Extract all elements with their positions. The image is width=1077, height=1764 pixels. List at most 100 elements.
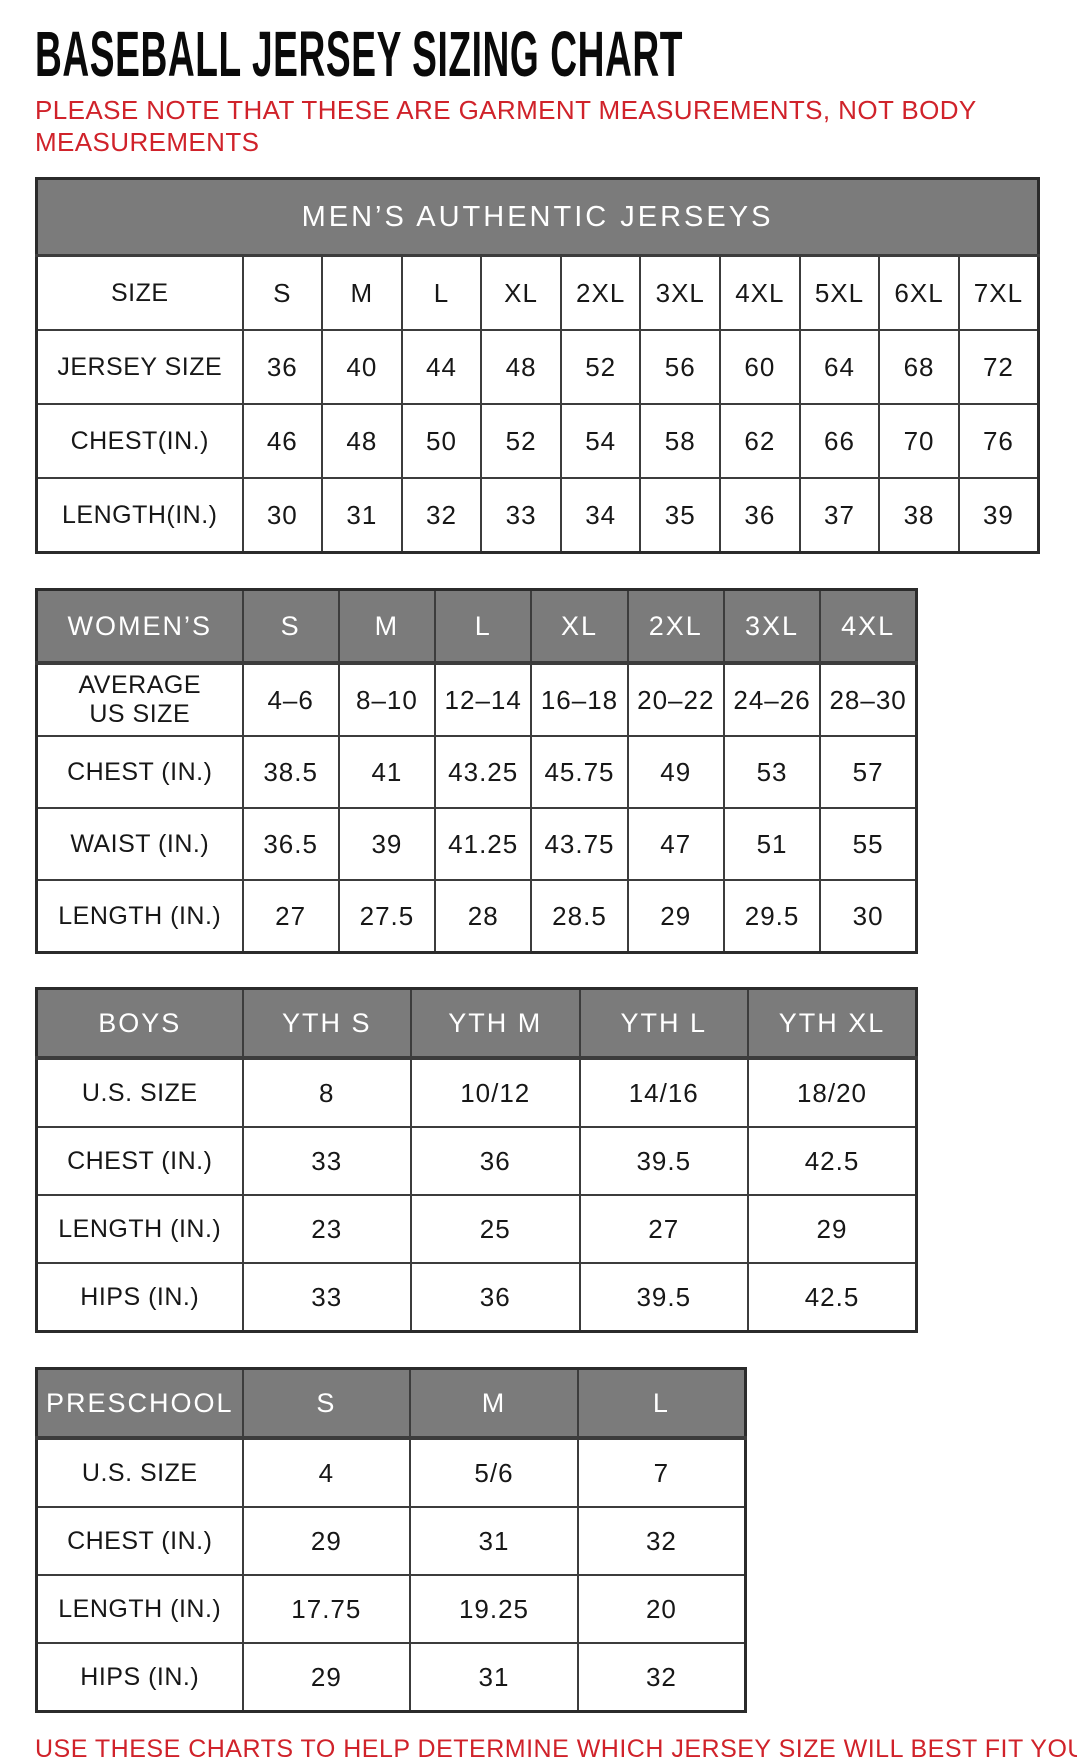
size-cell: 36 (410, 1262, 581, 1333)
size-cell: 4–6 (241, 662, 340, 738)
size-cell: 14/16 (578, 1057, 749, 1129)
size-cell: 51 (722, 807, 822, 882)
size-cell: 4 (241, 1437, 412, 1509)
size-cell: 66 (798, 403, 881, 480)
size-cell: 33 (480, 477, 562, 554)
size-cell: 20–22 (626, 662, 725, 738)
size-cell: 55 (819, 807, 918, 882)
size-cell: 8 (241, 1057, 412, 1129)
size-cell: 35 (639, 477, 722, 554)
boys-data-row: LENGTH (IN.) 23 25 27 29 (35, 1194, 918, 1265)
mens-data-row: SIZE S M L XL 2XL 3XL 4XL 5XL 6XL 7XL (35, 254, 1040, 332)
size-cell: 36 (241, 329, 324, 406)
size-cell: 30 (819, 879, 918, 954)
size-cell: 7XL (957, 254, 1040, 332)
size-cell: 39.5 (578, 1126, 749, 1197)
preschool-data-row: U.S. SIZE 4 5/6 7 (35, 1437, 747, 1509)
row-label: HIPS (IN.) (35, 1262, 244, 1333)
column-header: M (337, 588, 437, 666)
size-cell: 46 (241, 403, 324, 480)
size-cell: 38 (878, 477, 960, 554)
womens-sizing-table: WOMEN’S S M L XL 2XL 3XL 4XL AVERAGE US SIZE 4–6 8… (35, 588, 918, 955)
womens-header-label: WOMEN’S (35, 588, 244, 666)
preschool-data-row: CHEST (IN.) 29 31 32 (35, 1506, 747, 1577)
size-cell: L (400, 254, 483, 332)
size-cell: 5/6 (409, 1437, 579, 1509)
womens-data-row: CHEST (IN.) 38.5 41 43.25 45.75 49 53 57 (35, 735, 918, 810)
size-cell: 27 (578, 1194, 749, 1265)
size-cell: 30 (241, 477, 324, 554)
column-header: YTH M (410, 987, 581, 1061)
size-cell: 39 (957, 477, 1040, 554)
size-cell: 32 (576, 1506, 747, 1577)
size-cell: 4XL (719, 254, 801, 332)
size-cell: 44 (400, 329, 483, 406)
size-cell: 7 (576, 1437, 747, 1509)
size-cell: 20 (576, 1574, 747, 1645)
size-cell: 27.5 (337, 879, 437, 954)
row-label: LENGTH (IN.) (35, 1574, 244, 1645)
size-cell: 36 (410, 1126, 581, 1197)
size-cell: 29 (626, 879, 725, 954)
size-cell: S (241, 254, 324, 332)
size-cell: 17.75 (241, 1574, 412, 1645)
size-cell: 2XL (559, 254, 642, 332)
size-cell: 32 (400, 477, 483, 554)
size-cell: 40 (321, 329, 403, 406)
size-cell: 36 (719, 477, 801, 554)
size-cell: 29.5 (722, 879, 822, 954)
page-title: BASEBALL JERSEY SIZING CHART (35, 18, 684, 90)
row-label: WAIST (IN.) (35, 807, 244, 882)
size-cell: 39.5 (578, 1262, 749, 1333)
size-cell: 8–10 (337, 662, 437, 738)
size-cell: 76 (957, 403, 1040, 480)
size-cell: 60 (719, 329, 801, 406)
size-cell: 16–18 (530, 662, 629, 738)
row-label: CHEST(IN.) (35, 403, 244, 480)
mens-banner-title: MEN’S AUTHENTIC JERSEYS (35, 177, 1040, 258)
size-cell: 28 (434, 879, 533, 954)
size-cell: 33 (241, 1262, 412, 1333)
boys-data-row: U.S. SIZE 8 10/12 14/16 18/20 (35, 1057, 918, 1129)
mens-data-row: LENGTH(IN.) 30 31 32 33 34 35 36 37 38 39 (35, 477, 1040, 554)
boys-header-label: BOYS (35, 987, 244, 1061)
preschool-sizing-table: PRESCHOOL S M L U.S. SIZE 4 5/6 7 CHEST (IN.) 29 3… (35, 1367, 747, 1714)
size-cell: 25 (410, 1194, 581, 1265)
row-label: U.S. SIZE (35, 1057, 244, 1129)
row-label: CHEST (IN.) (35, 1506, 244, 1577)
row-label: AVERAGE US SIZE (35, 662, 244, 738)
preschool-data-row: HIPS (IN.) 29 31 32 (35, 1642, 747, 1713)
size-cell: 45.75 (530, 735, 629, 810)
size-cell: 3XL (639, 254, 722, 332)
boys-data-row: CHEST (IN.) 33 36 39.5 42.5 (35, 1126, 918, 1197)
size-cell: 58 (639, 403, 722, 480)
size-cell: 10/12 (410, 1057, 581, 1129)
column-header: L (576, 1367, 747, 1441)
size-cell: 31 (321, 477, 403, 554)
fit-advice-footer: USE THESE CHARTS TO HELP DETERMINE WHICH… (35, 1735, 1077, 1764)
size-cell: 38.5 (241, 735, 340, 810)
size-cell: 52 (559, 329, 642, 406)
size-cell: 32 (576, 1642, 747, 1713)
size-cell: 18/20 (747, 1057, 918, 1129)
womens-data-row: WAIST (IN.) 36.5 39 41.25 43.75 47 51 55 (35, 807, 918, 882)
size-cell: 62 (719, 403, 801, 480)
size-cell: XL (480, 254, 562, 332)
size-cell: 42.5 (747, 1262, 918, 1333)
size-cell: 24–26 (722, 662, 822, 738)
size-cell: 49 (626, 735, 725, 810)
row-label: CHEST (IN.) (35, 735, 244, 810)
banner-row: MEN’S AUTHENTIC JERSEYS (35, 177, 1040, 258)
column-header: S (241, 588, 340, 666)
row-label: U.S. SIZE (35, 1437, 244, 1509)
column-header: YTH S (241, 987, 412, 1061)
size-cell: 29 (241, 1506, 412, 1577)
column-header: L (434, 588, 533, 666)
mens-authentic-jerseys-table: MEN’S AUTHENTIC JERSEYS SIZE S M L XL 2XL 3XL 4X… (35, 177, 1040, 555)
size-cell: 39 (337, 807, 437, 882)
size-cell: 56 (639, 329, 722, 406)
size-cell: 12–14 (434, 662, 533, 738)
size-cell: 36.5 (241, 807, 340, 882)
womens-data-row: LENGTH (IN.) 27 27.5 28 28.5 29 29.5 30 (35, 879, 918, 954)
size-cell: 48 (480, 329, 562, 406)
